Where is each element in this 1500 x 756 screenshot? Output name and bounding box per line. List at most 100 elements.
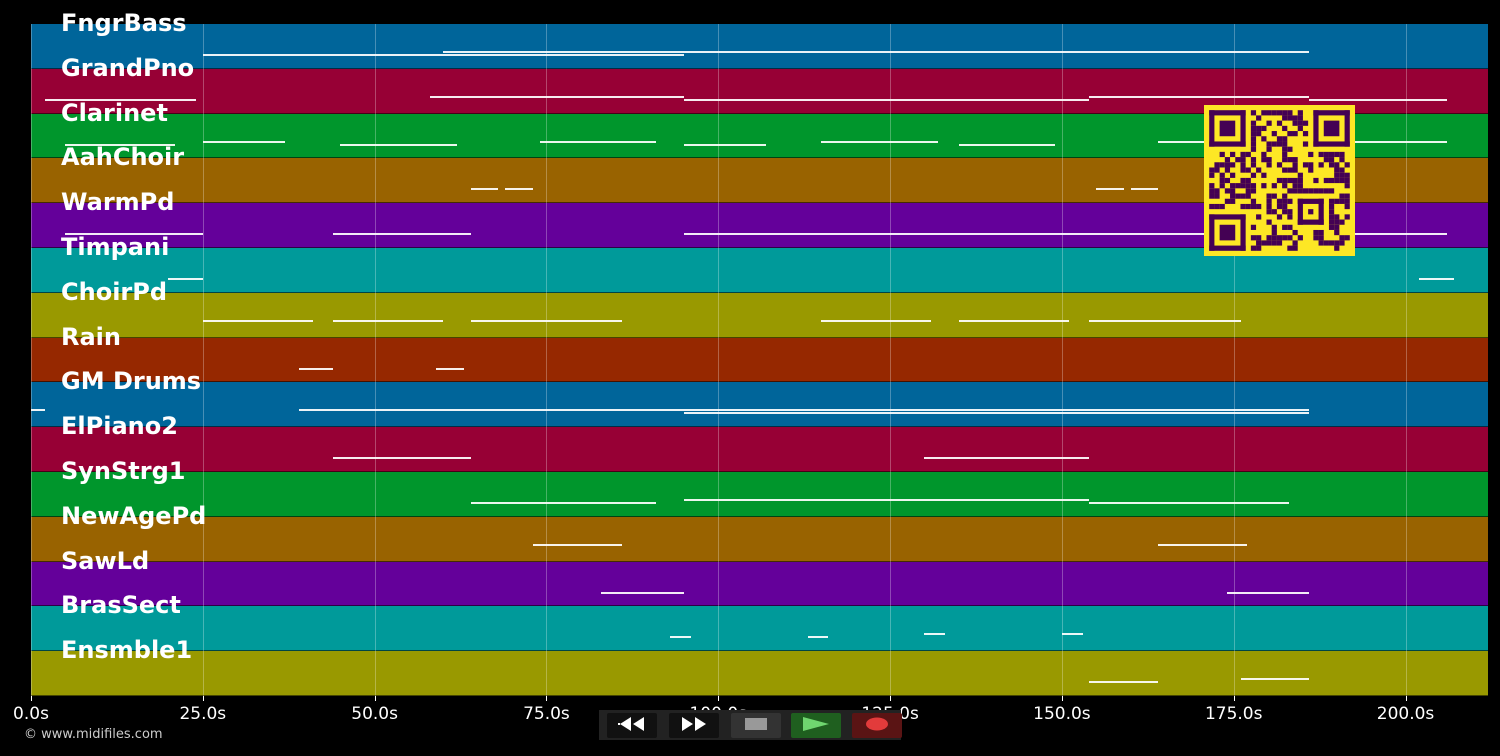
track-lane-synstrg1[interactable] <box>31 472 1488 517</box>
note-bar <box>1096 188 1124 191</box>
note-bar <box>299 409 1310 412</box>
grid-line <box>1061 24 1063 696</box>
note-bar <box>924 633 946 636</box>
track-lane-ensmble1[interactable] <box>31 651 1488 696</box>
note-bar <box>470 502 657 504</box>
track-name: Clarinet <box>61 98 168 127</box>
track-name: ElPiano2 <box>61 412 178 441</box>
note-bar <box>202 319 313 322</box>
rewind-icon <box>617 716 647 736</box>
note-bar <box>1240 678 1310 681</box>
tick-label: 200.0s <box>1376 704 1435 724</box>
record-icon <box>864 716 890 736</box>
stop-icon <box>744 717 768 735</box>
track-lane-sawld[interactable] <box>31 561 1488 607</box>
note-bar <box>807 636 829 639</box>
tick-mark <box>1233 696 1235 701</box>
track-name: GrandPno <box>61 53 195 82</box>
note-bar <box>1061 633 1083 636</box>
track-lane-gm-drums[interactable] <box>31 382 1488 428</box>
track-lane-rain[interactable] <box>31 337 1488 383</box>
stop-button[interactable] <box>731 713 781 738</box>
tick-mark <box>1405 696 1407 701</box>
note-bar <box>683 233 1090 236</box>
tick-label: 0.0s <box>13 704 49 724</box>
track-name: BrasSect <box>61 591 181 620</box>
grid-line <box>31 24 32 696</box>
note-bar <box>333 457 471 460</box>
note-bar <box>821 140 939 143</box>
note-bar <box>683 143 767 146</box>
note-bar <box>65 233 203 236</box>
track-name: ChoirPd <box>61 277 168 306</box>
note-bar <box>1226 591 1310 594</box>
note-bar <box>1089 681 1159 684</box>
tick-mark <box>546 696 548 701</box>
track-lane-newagepd[interactable] <box>31 516 1488 562</box>
note-bar <box>683 98 1090 101</box>
note-bar <box>168 278 203 280</box>
note-bar <box>505 188 533 191</box>
tick-mark <box>890 696 892 701</box>
track-name: Timpani <box>61 233 170 261</box>
note-bar <box>44 98 196 101</box>
track-lane-elpiano2[interactable] <box>31 427 1488 472</box>
track-lane-brassect[interactable] <box>31 606 1488 652</box>
note-bar <box>340 143 458 146</box>
note-bar <box>202 140 286 143</box>
note-bar <box>470 188 499 191</box>
note-bar <box>821 319 932 322</box>
record-button[interactable] <box>852 713 902 738</box>
track-lane-choirpd[interactable] <box>31 292 1488 338</box>
track-name: Rain <box>61 322 121 351</box>
tick-mark <box>374 696 376 701</box>
qr-code <box>1204 105 1355 256</box>
track-lane-fngrbass[interactable] <box>31 24 1488 69</box>
grid-line <box>374 24 376 696</box>
track-name: Ensmble1 <box>61 636 193 665</box>
note-bar <box>202 54 684 56</box>
note-bar <box>1309 98 1447 101</box>
note-bar <box>429 95 684 98</box>
grid-line <box>1405 24 1407 696</box>
play-button[interactable] <box>791 713 841 738</box>
grid-line <box>890 24 892 696</box>
note-bar <box>31 409 45 412</box>
note-bar <box>924 457 1090 460</box>
note-bar <box>436 367 464 370</box>
note-bar <box>1158 543 1248 546</box>
note-bar <box>958 319 1069 322</box>
tick-mark <box>31 696 32 701</box>
grid-line <box>546 24 548 696</box>
note-bar <box>958 143 1055 146</box>
grid-line <box>202 24 204 696</box>
note-bar <box>1419 278 1454 280</box>
track-name: SawLd <box>61 546 150 575</box>
note-bar <box>1089 95 1310 98</box>
note-bar <box>601 591 684 594</box>
tick-mark <box>1061 696 1063 701</box>
track-name: FngrBass <box>61 9 187 37</box>
tick-label: 25.0s <box>179 704 227 724</box>
copyright-text: © www.midifiles.com <box>24 727 163 742</box>
tick-mark <box>718 696 720 701</box>
tick-label: 50.0s <box>351 704 398 724</box>
playback-controls <box>599 710 902 740</box>
note-bar <box>333 319 444 322</box>
fast-forward-button[interactable] <box>669 713 719 738</box>
grid-line <box>1233 24 1235 696</box>
note-bar <box>683 412 1310 415</box>
grid-line <box>718 24 720 696</box>
play-icon <box>801 716 831 736</box>
note-bar <box>670 636 691 639</box>
note-bar <box>299 367 334 370</box>
note-bar <box>65 143 176 146</box>
tick-label: 175.0s <box>1204 704 1263 724</box>
tick-label: 150.0s <box>1033 704 1091 724</box>
tick-label: 75.0s <box>523 704 570 724</box>
note-bar <box>1089 502 1289 504</box>
note-bar <box>539 140 657 143</box>
note-bar <box>532 543 623 546</box>
rewind-button[interactable] <box>607 713 657 738</box>
track-name: WarmPd <box>61 188 175 217</box>
